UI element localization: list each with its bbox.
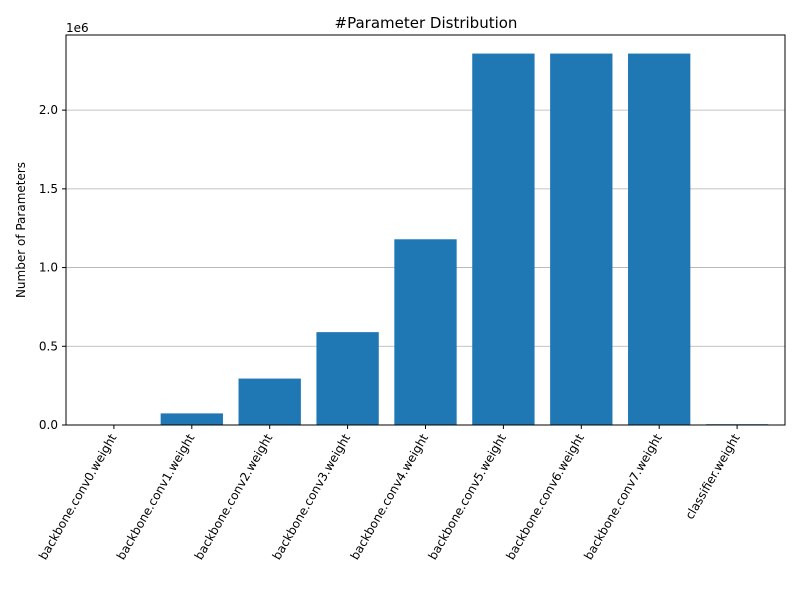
y-tick-label: 2.0: [39, 103, 58, 117]
y-tick-label: 1.0: [39, 261, 58, 275]
bar: [316, 332, 378, 425]
y-tick-label: 0.0: [39, 418, 58, 432]
bar: [239, 379, 301, 425]
y-scale-label: 1e6: [66, 21, 89, 35]
y-tick-label: 1.5: [39, 182, 58, 196]
bar: [550, 54, 612, 425]
bar: [628, 54, 690, 425]
y-axis-label: Number of Parameters: [14, 162, 28, 298]
y-tick-label: 0.5: [39, 339, 58, 353]
bar: [161, 413, 223, 425]
chart-title: #Parameter Distribution: [335, 14, 518, 32]
bar: [472, 54, 534, 425]
bar: [394, 239, 456, 425]
